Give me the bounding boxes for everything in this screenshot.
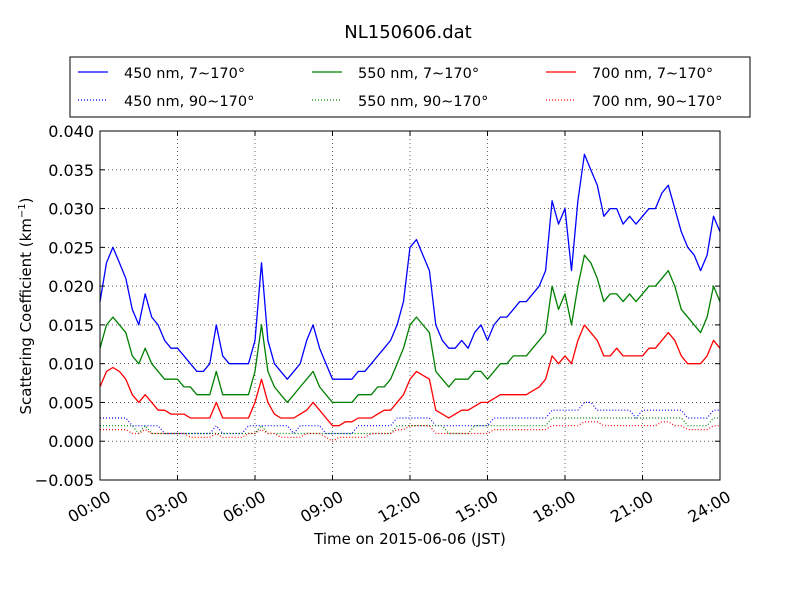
- y-tick-label: 0.015: [48, 316, 94, 335]
- series-line: [99, 324, 721, 427]
- series-line: [100, 417, 720, 435]
- x-tick-label: 09:00: [297, 487, 346, 527]
- y-tick-label: 0.005: [48, 393, 94, 412]
- series-line: [99, 254, 721, 404]
- y-axis-label-prefix: Scattering Coefficient (km: [17, 218, 35, 414]
- x-tick-label: 12:00: [375, 487, 424, 527]
- legend-label: 450 nm, 7∼170°: [124, 66, 245, 82]
- y-tick-label: 0.030: [48, 200, 94, 219]
- y-tick-labels: −0.005 0.000 0.005 0.010 0.015 0.020 0.025 0.03…: [35, 122, 94, 490]
- series-line: [99, 153, 721, 380]
- legend-label: 700 nm, 90∼170°: [592, 94, 722, 110]
- series-lines: [99, 153, 721, 442]
- y-tick-label: 0.025: [48, 238, 94, 257]
- y-axis-label: Scattering Coefficient (km−1): [17, 197, 35, 414]
- chart-title: NL150606.dat: [344, 22, 471, 43]
- x-tick-label: 18:00: [530, 487, 579, 527]
- legend-label: 450 nm, 90∼170°: [124, 94, 254, 110]
- y-axis-label-suffix: ): [17, 197, 35, 203]
- legend-box: [69, 56, 751, 118]
- x-tick-label: 03:00: [142, 487, 191, 527]
- axis-ticks: [99, 130, 721, 481]
- x-tick-label: 00:00: [65, 487, 114, 527]
- x-tick-labels: 00:00 03:00 06:00 09:00 12:00 15:00 18:00 21:00…: [65, 487, 734, 527]
- legend-label: 550 nm, 7∼170°: [358, 66, 479, 82]
- y-tick-label: 0.040: [48, 122, 94, 141]
- legend-label: 700 nm, 7∼170°: [592, 66, 713, 82]
- grid-lines: [100, 131, 720, 480]
- legend-label: 550 nm, 90∼170°: [358, 94, 488, 110]
- x-tick-label: 06:00: [220, 487, 269, 527]
- y-tick-label: 0.035: [48, 161, 94, 180]
- x-tick-label: 24:00: [685, 487, 734, 527]
- x-tick-label: 15:00: [452, 487, 501, 527]
- y-tick-label: 0.010: [48, 355, 94, 374]
- legend: 450 nm, 7∼170° 450 nm, 90∼170° 550 nm, 7∼1…: [69, 56, 751, 118]
- y-tick-label: 0.020: [48, 277, 94, 296]
- x-axis-label: Time on 2015-06-06 (JST): [313, 530, 506, 548]
- y-tick-label: 0.000: [48, 432, 94, 451]
- x-tick-label: 21:00: [607, 487, 656, 527]
- y-axis-label-sup: −1: [17, 203, 28, 218]
- y-tick-label: −0.005: [35, 471, 94, 490]
